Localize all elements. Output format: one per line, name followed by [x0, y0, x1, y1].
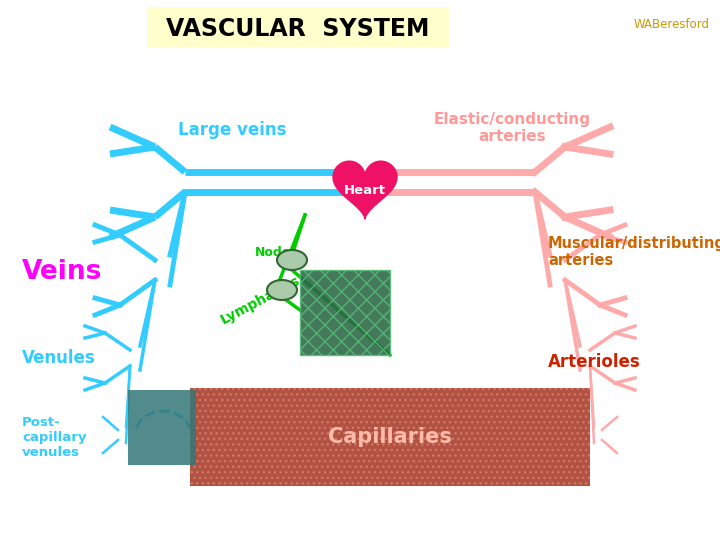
Polygon shape: [333, 161, 397, 219]
Text: Heart: Heart: [344, 185, 386, 198]
Text: WABeresford: WABeresford: [634, 18, 710, 31]
Text: Arterioles: Arterioles: [548, 353, 641, 371]
Text: VASCULAR  SYSTEM: VASCULAR SYSTEM: [166, 17, 430, 41]
Text: Muscular/distributing
arteries: Muscular/distributing arteries: [548, 236, 720, 268]
Text: Capillaries: Capillaries: [328, 427, 452, 447]
Text: Veins: Veins: [22, 259, 102, 285]
Bar: [190, 388, 590, 486]
Text: Large veins: Large veins: [178, 121, 287, 139]
Ellipse shape: [267, 280, 297, 300]
Text: Venules: Venules: [22, 349, 96, 367]
FancyBboxPatch shape: [147, 7, 449, 47]
Bar: [128, 390, 196, 465]
Text: Node: Node: [255, 246, 292, 259]
Text: Post-
capillary
venules: Post- capillary venules: [22, 416, 86, 460]
Text: Lymphatics: Lymphatics: [218, 273, 302, 327]
Text: Elastic/conducting
arteries: Elastic/conducting arteries: [433, 112, 590, 144]
Bar: [300, 270, 390, 355]
Ellipse shape: [277, 250, 307, 270]
